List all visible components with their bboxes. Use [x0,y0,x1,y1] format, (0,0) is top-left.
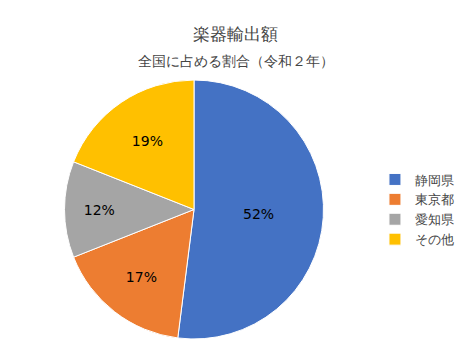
svg-text:静岡県: 静岡県 [415,173,454,188]
svg-text:17%: 17% [126,269,157,285]
svg-text:全国に占める割合（令和２年）: 全国に占める割合（令和２年） [138,53,334,69]
svg-text:楽器輸出額: 楽器輸出額 [193,24,278,44]
svg-text:東京都: 東京都 [415,192,454,207]
svg-text:その他: その他 [415,232,454,247]
svg-text:愛知県: 愛知県 [415,212,454,227]
svg-text:52%: 52% [243,206,274,222]
svg-text:19%: 19% [132,133,163,149]
svg-text:12%: 12% [84,202,115,218]
